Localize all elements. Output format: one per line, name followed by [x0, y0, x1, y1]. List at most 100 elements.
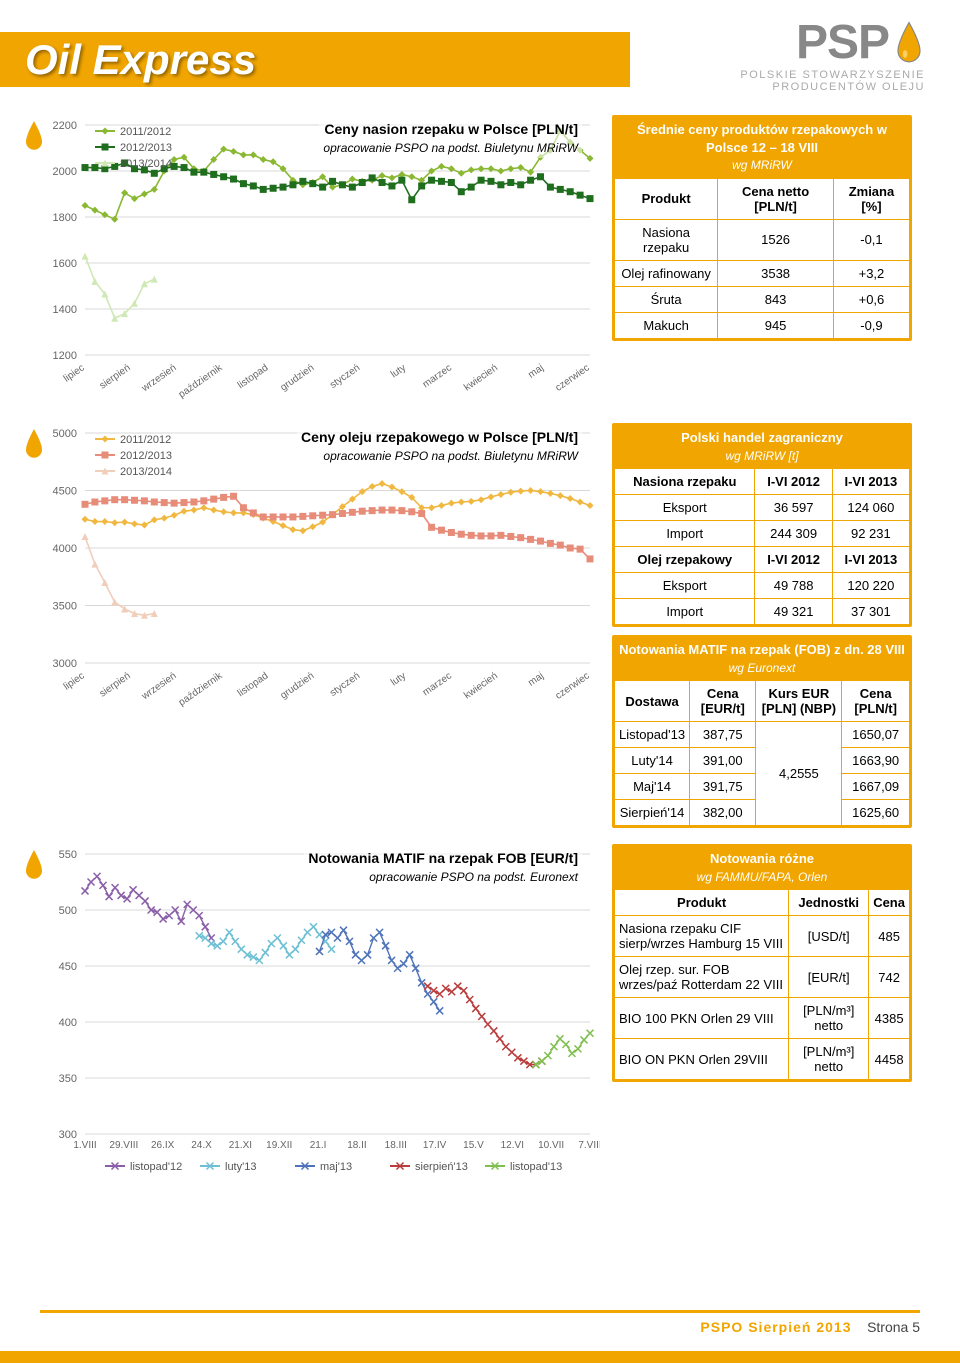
table-row: Eksport49 788120 220 [615, 573, 910, 599]
svg-text:4500: 4500 [53, 486, 77, 498]
logo: PSP POLSKIE STOWARZYSZENIE PRODUCENTÓW O… [740, 15, 925, 95]
misc-table: Produkt Jednostki Cena Nasiona rzepaku C… [614, 889, 910, 1080]
svg-text:10.VII: 10.VII [538, 1140, 564, 1151]
table-row: Import49 32137 301 [615, 599, 910, 625]
trade-box: Polski handel zagraniczny wg MRiRW [t] N… [612, 423, 912, 627]
matif-sub: wg Euronext [729, 661, 796, 675]
header: Oil Express PSP POLSKIE STOWARZYSZENIE P… [0, 0, 960, 110]
content: Ceny nasion rzepaku w Polsce [PLN/t] opr… [0, 110, 960, 1184]
svg-text:grudzień: grudzień [279, 362, 317, 393]
misc-box: Notowania różne wg FAMMU/FAPA, Orlen Pro… [612, 844, 912, 1082]
oil-drop-icon [893, 21, 925, 65]
chart-2: Ceny oleju rzepakowego w Polsce [PLN/t] … [30, 423, 600, 723]
svg-text:1800: 1800 [53, 212, 77, 224]
svg-text:4000: 4000 [53, 543, 77, 555]
table-row: BIO ON PKN Orlen 29VIII[PLN/m³] netto445… [615, 1039, 910, 1080]
table-row: Nasiona rzepaku CIF sierp/wrzes Hamburg … [615, 916, 910, 957]
row-3: Notowania MATIF na rzepak FOB [EUR/t] op… [30, 844, 930, 1184]
svg-text:21.I: 21.I [310, 1140, 327, 1151]
svg-text:sierpień: sierpień [98, 362, 133, 391]
svg-text:marzec: marzec [421, 362, 454, 390]
svg-text:15.V: 15.V [463, 1140, 484, 1151]
svg-text:kwiecień: kwiecień [462, 362, 500, 393]
svg-text:29.VIII: 29.VIII [109, 1140, 138, 1151]
svg-text:lipiec: lipiec [62, 670, 87, 692]
svg-text:18.III: 18.III [385, 1140, 407, 1151]
svg-text:350: 350 [59, 1073, 77, 1085]
svg-text:luty: luty [389, 362, 408, 380]
logo-text: PSP [796, 15, 889, 70]
svg-text:3000: 3000 [53, 658, 77, 670]
svg-text:550: 550 [59, 849, 77, 861]
svg-text:czerwiec: czerwiec [554, 362, 592, 393]
svg-text:2200: 2200 [53, 120, 77, 132]
footer-right: Strona 5 [867, 1319, 920, 1335]
svg-text:21.XI: 21.XI [229, 1140, 252, 1151]
svg-text:maj: maj [526, 362, 546, 380]
svg-text:2013/2014: 2013/2014 [120, 158, 172, 170]
svg-text:1600: 1600 [53, 258, 77, 270]
page: Oil Express PSP POLSKIE STOWARZYSZENIE P… [0, 0, 960, 1363]
footer: PSPO Sierpień 2013 Strona 5 [0, 1310, 960, 1335]
svg-text:2013/2014: 2013/2014 [120, 466, 172, 478]
table-row: Śruta843+0,6 [615, 286, 910, 312]
chart-1-title: Ceny nasion rzepaku w Polsce [PLN/t] opr… [319, 118, 582, 158]
svg-text:12.VI: 12.VI [501, 1140, 524, 1151]
svg-text:24.X: 24.X [191, 1140, 212, 1151]
svg-text:październik: październik [177, 362, 226, 401]
trade-sub: wg MRiRW [t] [725, 449, 798, 463]
table-row: Import244 30992 231 [615, 521, 910, 547]
col-product: Produkt [615, 178, 718, 219]
svg-text:2012/2013: 2012/2013 [120, 142, 172, 154]
svg-text:grudzień: grudzień [279, 670, 317, 701]
trade-table: Nasiona rzepakuI-VI 2012I-VI 2013 Ekspor… [614, 468, 910, 625]
chart-1-svg: 120014001600180020002200lipiecsierpieńwr… [30, 115, 600, 415]
svg-text:2011/2012: 2011/2012 [120, 434, 171, 446]
svg-text:1.VIII: 1.VIII [73, 1140, 96, 1151]
svg-text:wrzesień: wrzesień [139, 670, 178, 702]
chart-1: Ceny nasion rzepaku w Polsce [PLN/t] opr… [30, 115, 600, 415]
svg-text:styczeń: styczeń [328, 362, 362, 390]
chart-3-title: Notowania MATIF na rzepak FOB [EUR/t] op… [304, 847, 582, 887]
chart-3-svg: 3003504004505005501.VIII29.VIII26.IX24.X… [30, 844, 600, 1184]
svg-text:2000: 2000 [53, 166, 77, 178]
svg-text:listopad: listopad [236, 362, 271, 391]
trade-title: Polski handel zagraniczny [681, 430, 843, 445]
svg-text:listopad'13: listopad'13 [510, 1161, 562, 1173]
svg-text:18.II: 18.II [347, 1140, 366, 1151]
svg-text:czerwiec: czerwiec [554, 670, 592, 701]
svg-text:7.VIII: 7.VIII [578, 1140, 600, 1151]
svg-text:luty'13: luty'13 [225, 1161, 256, 1173]
svg-text:marzec: marzec [421, 670, 454, 698]
matif-title: Notowania MATIF na rzepak (FOB) z dn. 28… [619, 642, 905, 657]
svg-text:październik: październik [177, 670, 226, 709]
chart-2-title: Ceny oleju rzepakowego w Polsce [PLN/t] … [297, 426, 582, 466]
prices-title: Średnie ceny produktów rzepakowych w Pol… [637, 122, 887, 155]
svg-text:maj: maj [526, 670, 546, 688]
page-title: Oil Express [25, 36, 256, 84]
table-row: Nasiona rzepaku1526-0,1 [615, 219, 910, 260]
chart-3: Notowania MATIF na rzepak FOB [EUR/t] op… [30, 844, 600, 1184]
footer-left: PSPO Sierpień 2013 [700, 1319, 851, 1335]
col-change: Zmiana [%] [833, 178, 909, 219]
chart-2-svg: 30003500400045005000lipiecsierpieńwrzesi… [30, 423, 600, 723]
misc-sub: wg FAMMU/FAPA, Orlen [697, 870, 828, 884]
matif-table: Dostawa Cena [EUR/t] Kurs EUR [PLN] (NBP… [614, 680, 910, 826]
table-row: Eksport36 597124 060 [615, 495, 910, 521]
svg-text:450: 450 [59, 961, 77, 973]
table-row: Olej rzep. sur. FOB wrzes/paź Rotterdam … [615, 957, 910, 998]
svg-text:500: 500 [59, 905, 77, 917]
logo-subtitle-2: PRODUCENTÓW OLEJU [740, 80, 925, 94]
svg-text:sierpień: sierpień [98, 670, 133, 699]
svg-text:2012/2013: 2012/2013 [120, 450, 172, 462]
row-2: Ceny oleju rzepakowego w Polsce [PLN/t] … [30, 423, 930, 836]
svg-text:lipiec: lipiec [62, 362, 87, 384]
table-row: Olej rafinowany3538+3,2 [615, 260, 910, 286]
svg-text:styczeń: styczeń [328, 670, 362, 698]
svg-text:19.XII: 19.XII [266, 1140, 292, 1151]
table-row: Listopad'13387,754,25551650,07 [615, 722, 910, 748]
svg-text:5000: 5000 [53, 428, 77, 440]
col-price: Cena netto [PLN/t] [718, 178, 834, 219]
prices-box: Średnie ceny produktów rzepakowych w Pol… [612, 115, 912, 341]
misc-title: Notowania różne [710, 851, 814, 866]
